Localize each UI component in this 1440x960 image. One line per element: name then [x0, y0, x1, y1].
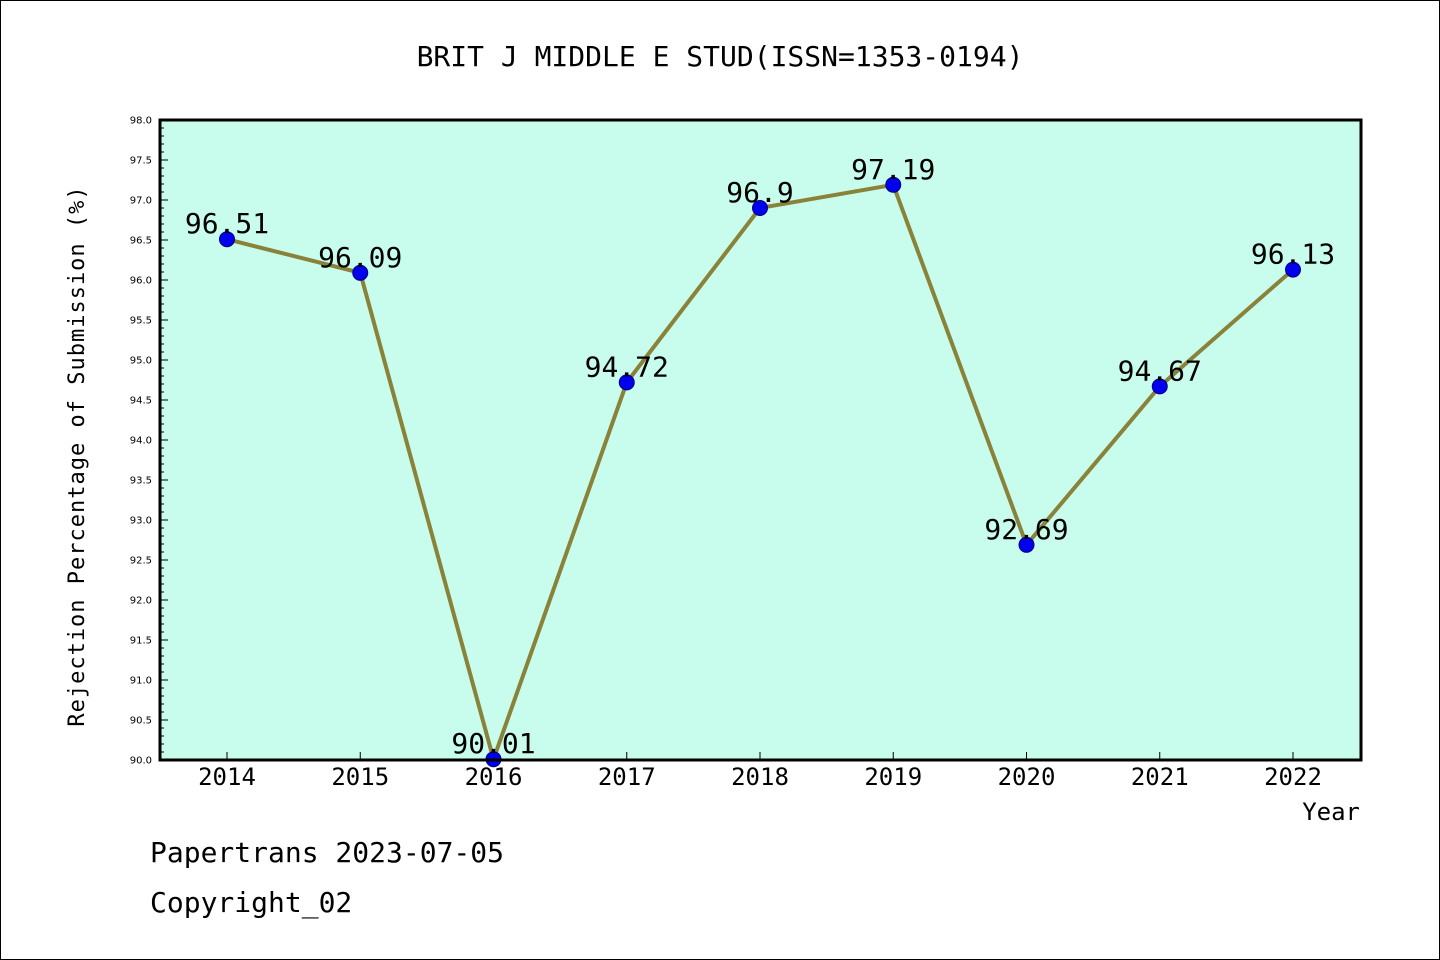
data-point: [885, 176, 902, 193]
y-tick-label: 93.0: [130, 516, 152, 527]
data-point: [352, 264, 369, 281]
y-tick-label: 94.5: [130, 396, 152, 407]
y-tick-label: 97.0: [130, 196, 152, 207]
x-tick-label: 2020: [998, 763, 1056, 791]
y-tick-label: 92.5: [130, 556, 152, 567]
data-point: [618, 374, 635, 391]
series-group: 96.51 96.09 90.01 94.72 96.9 97.19 92.69 94.67 9…: [185, 153, 1335, 768]
y-tick-label: 97.5: [130, 156, 152, 167]
data-point: [752, 200, 768, 216]
data-label: 97.19: [851, 153, 935, 186]
x-tick-label: 2019: [864, 763, 922, 791]
y-axis-label: Rejection Percentage of Submission (%): [65, 185, 90, 726]
data-label: 96.13: [1251, 238, 1335, 271]
x-axis-label: Year: [1302, 798, 1360, 826]
y-tick-label: 95.0: [130, 356, 152, 367]
footer-copyright: Copyright_02: [150, 886, 353, 919]
data-point: [1151, 378, 1168, 395]
x-axis: 2014 2015 2016 2017 2018 2019 2020 2021 2022: [198, 752, 1322, 791]
x-tick-label: 2017: [598, 763, 656, 791]
y-tick-label: 90.0: [130, 756, 152, 767]
x-tick-label: 2022: [1264, 763, 1322, 791]
x-tick-label: 2021: [1131, 763, 1189, 791]
x-tick-label: 2015: [331, 763, 389, 791]
data-label: 92.69: [984, 513, 1068, 546]
plot-area: [160, 120, 1361, 760]
data-label: 96.09: [318, 241, 402, 274]
y-tick-label: 94.0: [130, 436, 152, 447]
y-tick-label: 93.5: [130, 476, 152, 487]
y-tick-label: 96.5: [130, 236, 152, 247]
data-label: 94.67: [1118, 354, 1202, 387]
y-tick-label: 95.5: [130, 316, 152, 327]
plot-border: [158, 118, 1363, 762]
data-label: 90.01: [451, 727, 535, 760]
chart-title: BRIT J MIDDLE E STUD(ISSN=1353-0194): [417, 40, 1024, 73]
y-tick-label: 90.5: [130, 716, 152, 727]
data-point: [1285, 261, 1301, 278]
data-point: [219, 231, 235, 248]
y-tick-label: 92.0: [130, 596, 152, 607]
x-tick-label: 2016: [465, 763, 523, 791]
y-tick-label: 91.0: [130, 676, 152, 687]
y-tick-label: 91.5: [130, 636, 152, 647]
data-label: 96.9: [726, 176, 793, 209]
data-label: 96.51: [185, 207, 269, 240]
x-tick-label: 2018: [731, 763, 789, 791]
data-point: [1018, 536, 1035, 553]
data-label: 94.72: [585, 350, 669, 383]
x-tick-label: 2014: [198, 763, 256, 791]
footer-date: Papertrans 2023-07-05: [150, 836, 505, 869]
y-tick-label: 96.0: [130, 276, 152, 287]
y-tick-label: 98.0: [130, 116, 152, 127]
